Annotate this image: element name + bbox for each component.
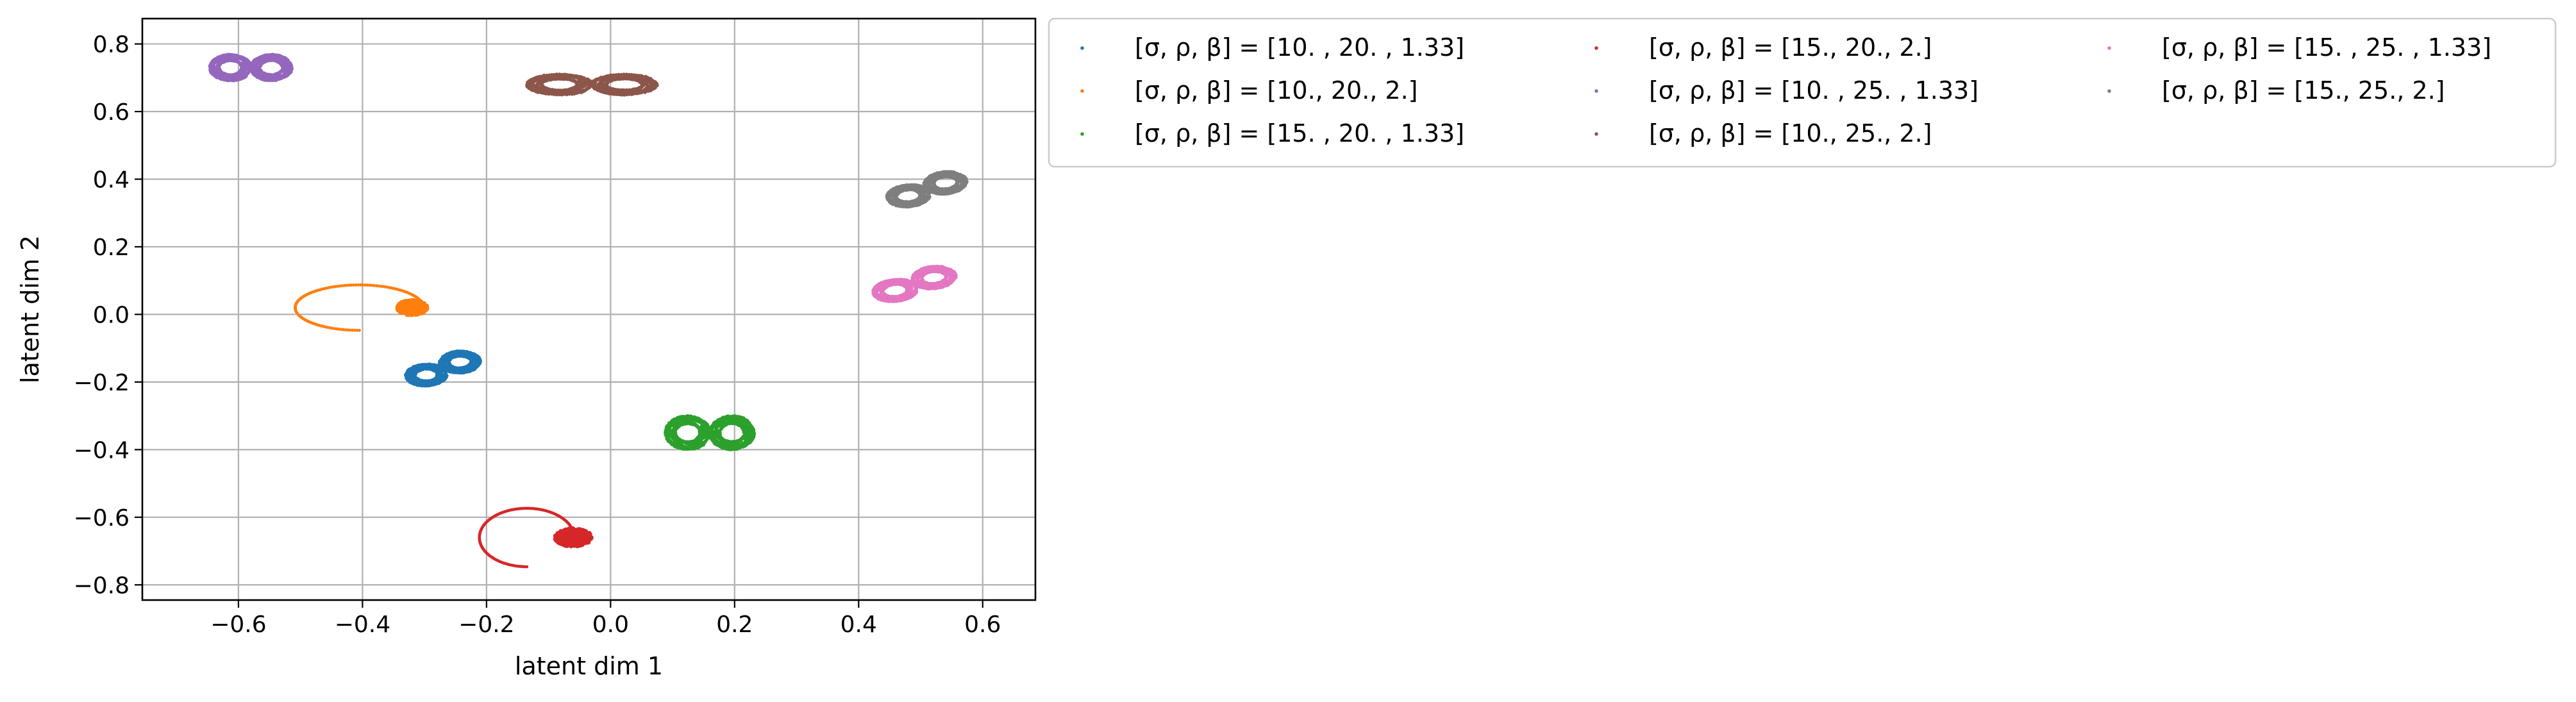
series-1-point [355,328,359,332]
series-1-point [395,306,399,311]
series-1-point [346,328,350,332]
series-1-point [397,302,403,306]
series-4-point [217,65,221,69]
series-0-point [410,367,414,371]
series-4 [208,53,294,83]
series-0-point [473,355,476,359]
data-points [208,53,969,569]
series-2 [664,414,757,451]
series-3-point [556,531,561,536]
series-3-point [573,530,578,535]
series-1-point [408,308,413,313]
series-1-point [359,283,362,287]
series-1-point [342,328,346,331]
series-0-point [453,365,457,370]
series-1 [294,283,430,332]
series-5 [525,72,659,97]
series-1-point [343,284,346,287]
series-3-point [564,537,569,541]
series-2-point [738,416,742,420]
series-3-point [585,536,590,540]
series-4-point [277,54,281,58]
series-1-point [374,284,378,288]
series-1-point [353,328,356,332]
series-4-point [287,67,290,71]
series-1-point [352,283,355,287]
series-0-point [454,350,458,354]
series-1-point [419,311,423,315]
series-2-point [748,432,752,436]
series-3-point [578,529,582,534]
series-1-point [401,308,406,313]
series-1-point [344,328,347,331]
series-1-point [372,284,376,287]
series-1-point [351,328,355,332]
series-1-point [405,311,410,315]
series-3-point [558,536,562,540]
series-3-point [574,539,578,544]
series-3-point [578,542,583,546]
series-1-point [401,305,406,309]
series-1-point [345,283,349,287]
series-1-point [358,328,361,332]
series-1-point [370,283,374,287]
series-1-point [361,283,365,287]
series-1-point [349,283,353,287]
series-2-point [681,415,685,419]
series-1-point [347,283,351,287]
series-1-point [354,283,358,287]
series-1-point [417,305,422,310]
series-0-point [414,376,418,380]
series-3-point [589,537,594,541]
series-1-point [340,284,344,288]
series-3-point [578,535,582,539]
series-1-point [356,283,360,287]
series-4-point [260,69,263,73]
series-3-point [561,529,565,534]
series-1-point [422,301,427,306]
series-3-point [568,542,573,547]
series-1-point [421,306,426,312]
series-5-point [655,83,659,87]
series-1-point [413,304,418,308]
series-3-point [567,531,571,535]
series-1-point [412,307,416,312]
series-1-point [409,301,414,306]
series-3-point [585,532,590,537]
series-4-point [224,53,228,57]
series-3 [478,506,594,569]
series-3-point [581,537,586,541]
series-1-point [368,283,372,287]
series-2-point [673,430,677,434]
series-0 [404,349,482,388]
series-3-point [574,535,579,539]
series-2-point [705,422,709,426]
series-2-point [719,436,723,440]
series-1-point [365,283,369,287]
series-3-point [564,542,569,547]
grid [142,19,1035,600]
series-1-point [348,328,352,332]
series-1-point [405,299,410,304]
series-1-point [364,283,367,287]
series-1-point [415,309,420,313]
